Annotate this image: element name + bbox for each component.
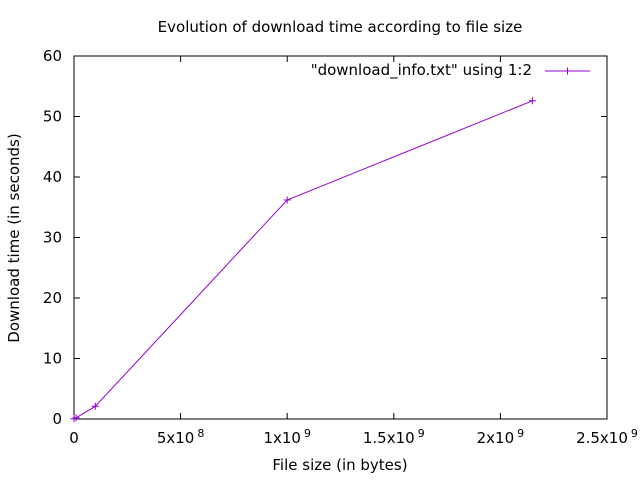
- x-tick-label: 2x10 9: [477, 427, 525, 447]
- y-axis-label: Download time (in seconds): [5, 133, 23, 342]
- y-tick-label: 10: [43, 350, 62, 368]
- legend: "download_info.txt" using 1:2: [311, 61, 590, 80]
- y-tick-label: 40: [43, 168, 62, 186]
- x-tick-label: 1.5x10 9: [363, 427, 425, 447]
- data-point-marker: [91, 402, 99, 410]
- plot-frame: [73, 55, 608, 420]
- y-tick-label: 50: [43, 108, 62, 126]
- x-tick-label-base: 1.5x10: [363, 429, 415, 447]
- data-point-marker: [72, 414, 80, 422]
- y-tick-label: 60: [43, 47, 62, 65]
- series-layer: [70, 97, 536, 423]
- x-tick-label-base: 5x10: [157, 429, 195, 447]
- x-tick-label-base: 2x10: [477, 429, 515, 447]
- x-tick-label-exponent: 9: [304, 427, 311, 440]
- y-ticks: 0 10 20 30 40 50 60: [43, 47, 607, 428]
- legend-marker-sample: [564, 67, 571, 75]
- x-tick-label: 2.5x10 9: [576, 427, 638, 447]
- y-tick-label: 30: [43, 229, 62, 247]
- x-tick-label-base: 2.5x10: [576, 429, 628, 447]
- x-tick-label-exponent: 9: [418, 427, 425, 440]
- x-tick-label-exponent: 8: [197, 427, 204, 440]
- x-axis-label: File size (in bytes): [272, 456, 407, 474]
- data-point-marker: [528, 97, 536, 105]
- data-point-marker: [283, 196, 291, 204]
- x-tick-label-base: 0: [69, 429, 79, 447]
- x-ticks: 0 5x10 8 1x10 9 1.5x10 9 2x10 9 2.5x10 9: [69, 56, 638, 447]
- x-tick-label: 1x10 9: [263, 427, 311, 447]
- legend-entry-label: "download_info.txt" using 1:2: [311, 61, 532, 80]
- x-tick-label-base: 1x10: [263, 429, 301, 447]
- y-tick-label: 0: [52, 410, 62, 428]
- y-tick-label: 20: [43, 289, 62, 307]
- x-tick-label: 5x10 8: [157, 427, 205, 447]
- chart-title: Evolution of download time according to …: [158, 18, 523, 36]
- x-tick-label: 0: [69, 429, 79, 447]
- x-tick-label-exponent: 9: [517, 427, 524, 440]
- series-line: [73, 100, 533, 420]
- x-tick-label-exponent: 9: [631, 427, 638, 440]
